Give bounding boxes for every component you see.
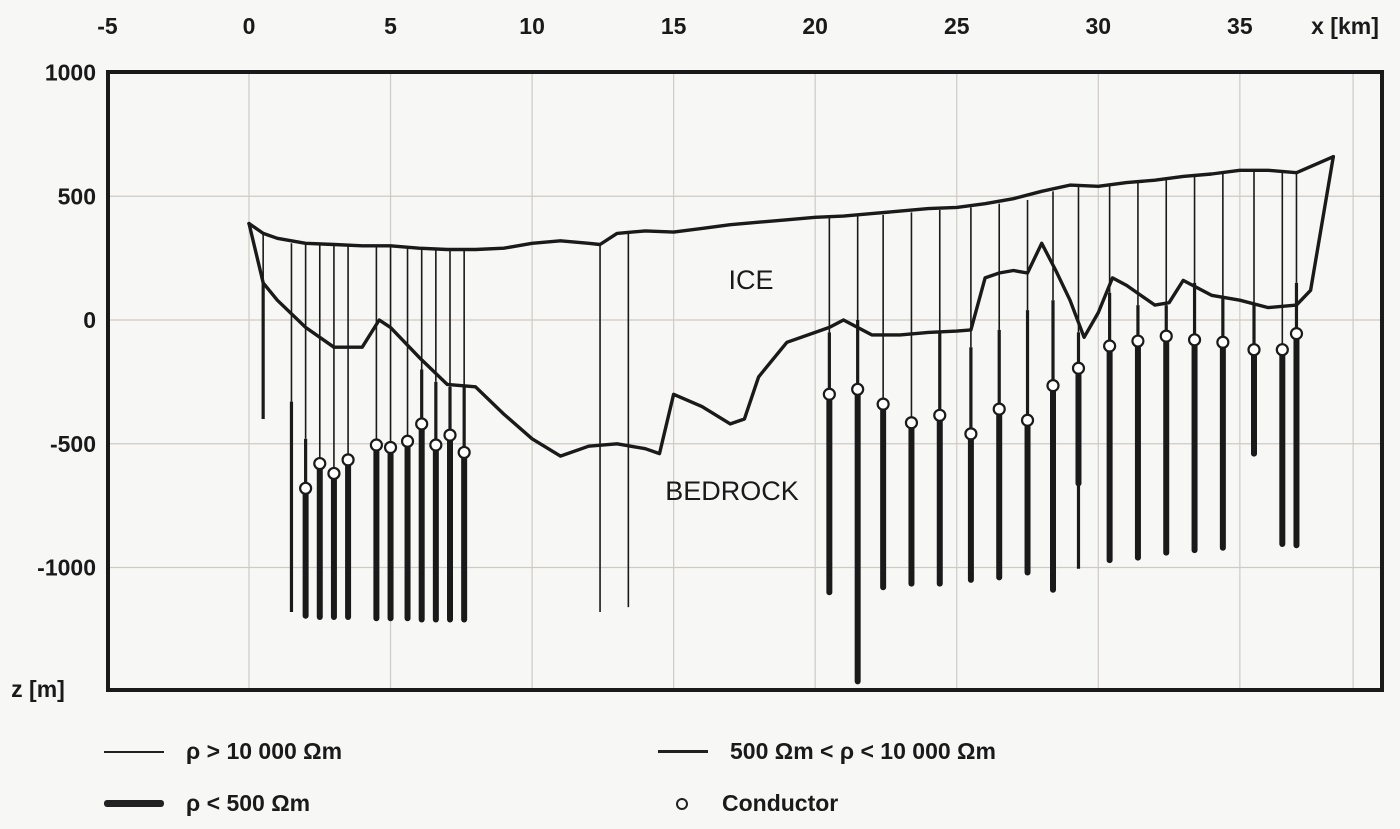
bedrock-surface-line [247,154,1336,458]
conductor-marker [851,382,865,396]
legend-item-thick: ρ < 500 Ωm [104,790,310,817]
z-tick-label: 0 [83,307,96,333]
conductor-marker [876,397,890,411]
conductor-marker [383,440,398,455]
conductor-marker [1131,334,1145,348]
conductor-marker [1159,329,1173,343]
x-tick-label: 25 [944,13,970,39]
z-tick-label: 500 [58,183,96,209]
thick-line-swatch-icon [104,800,164,807]
thin-line-swatch-icon [104,750,164,753]
grid-lines [108,72,1382,690]
x-axis-label: x [km] [1311,13,1379,39]
conductor-marker [1046,378,1060,393]
conductor-marker [1103,339,1117,353]
z-tick-label: 1000 [45,60,96,86]
conductor-marker [1071,361,1086,375]
conductor-markers [299,327,1304,495]
z-tick-label: -1000 [37,555,96,581]
legend-item-medium: 500 Ωm < ρ < 10 000 Ωm [658,738,996,765]
sounding-bars [261,170,1300,685]
y-axis-label: z [m] [11,676,65,702]
z-tick-label: -500 [50,431,96,457]
x-tick-label: 35 [1227,13,1253,39]
ice-surface-line [247,154,1336,252]
x-axis-ticks: -5 0 5 10 15 20 25 30 35 [97,13,1253,39]
x-tick-label: 30 [1086,13,1112,39]
legend-medium-label: 500 Ωm < ρ < 10 000 Ωm [730,738,996,764]
x-tick-label: -5 [97,13,118,39]
conductor-marker [1247,343,1261,357]
conductor-marker [964,427,978,441]
conductor-circle-icon [676,797,688,810]
legend-item-conductor: Conductor [676,790,838,817]
conductor-marker [457,445,471,460]
x-tick-label: 20 [802,13,828,39]
x-tick-label: 15 [661,13,687,39]
conductor-marker [992,402,1006,416]
conductor-marker [429,438,443,452]
y-axis-ticks: 1000 500 0 -500 -1000 [37,60,96,581]
conductor-marker [299,481,313,495]
conductor-marker [1275,343,1289,357]
bedrock-label: BEDROCK [665,476,799,506]
profile-curves [247,154,1336,458]
legend-item-thin: ρ > 10 000 Ωm [104,738,342,765]
conductor-marker [327,466,341,481]
conductor-marker [1289,327,1304,341]
conductor-marker [443,428,457,442]
conductor-marker [341,453,355,467]
plot-frame [106,70,1384,692]
conductor-marker [313,456,327,471]
conductor-marker [369,438,383,452]
conductor-marker [400,434,415,448]
legend-thick-label: ρ < 500 Ωm [186,790,311,816]
x-tick-label: 5 [384,13,397,39]
legend-conductor-label: Conductor [722,790,839,816]
x-tick-label: 10 [519,13,545,39]
conductor-marker [822,387,836,401]
conductor-marker [933,408,947,422]
x-tick-label: 0 [243,13,256,39]
conductor-marker [415,417,429,431]
legend-thin-label: ρ > 10 000 Ωm [186,738,343,764]
ice-label: ICE [728,265,773,295]
medium-line-swatch-icon [658,749,708,754]
conductor-marker [904,416,919,430]
conductor-marker [1187,333,1202,347]
conductor-marker [1020,413,1035,427]
conductor-marker [1216,335,1230,349]
